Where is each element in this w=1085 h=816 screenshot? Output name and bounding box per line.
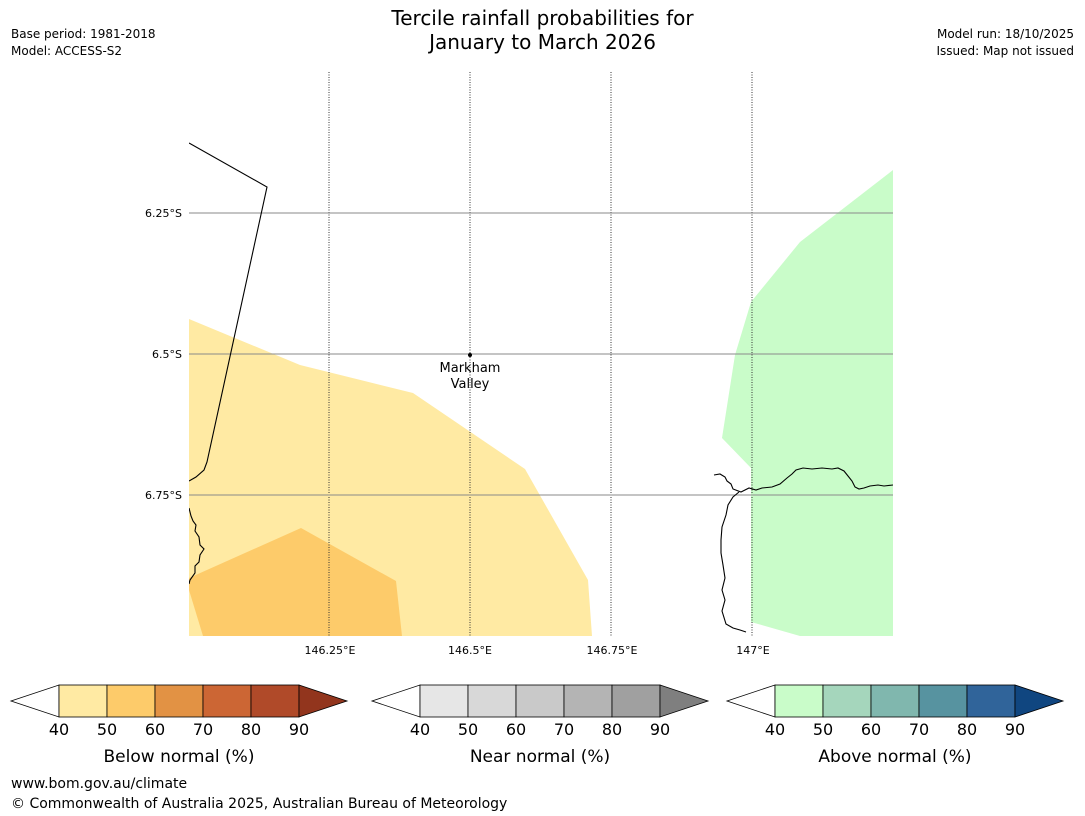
meridian-lines [328, 72, 753, 636]
coastline-south [720, 491, 747, 633]
issued-status: Issued: Map not issued [936, 44, 1074, 58]
footer: www.bom.gov.au/climate © Commonwealth of… [11, 774, 507, 814]
legend-below-swatch [202, 684, 252, 718]
legend-below-over-arrow [298, 684, 349, 718]
legend-near-tick: 70 [554, 720, 574, 739]
legend-above-tick: 80 [957, 720, 977, 739]
lat-label-6-5: 6.5°S [152, 348, 182, 361]
legend-near-swatch [467, 684, 517, 718]
legend-above-over-arrow [1014, 684, 1065, 718]
legend-near-tick: 90 [650, 720, 670, 739]
legend-above-tick: 50 [813, 720, 833, 739]
title-line-1: Tercile rainfall probabilities for [391, 6, 694, 30]
coastline-east [713, 467, 893, 493]
legend-near-title: Near normal (%) [470, 747, 610, 767]
legend-above-swatch [870, 684, 920, 718]
meta-right: Model run: 18/10/2025 Issued: Map not is… [936, 26, 1074, 60]
legend-near-swatch [611, 684, 661, 718]
legend-below-swatch [154, 684, 204, 718]
legend-below-under-arrow [9, 684, 60, 718]
legend-below-swatch [58, 684, 108, 718]
legend-near-swatch [515, 684, 565, 718]
legend-below-swatch [250, 684, 300, 718]
coastline-west [189, 507, 205, 585]
legend-above-swatch [822, 684, 872, 718]
legend-above-tick: 40 [765, 720, 785, 739]
lon-label-146-5: 146.5°E [448, 644, 492, 657]
legend-above-swatch [774, 684, 824, 718]
place-label-line-2: Valley [451, 377, 490, 392]
map-title: Tercile rainfall probabilities for Janua… [0, 6, 1085, 54]
map-area [189, 72, 893, 636]
footer-url[interactable]: www.bom.gov.au/climate [11, 776, 188, 792]
legend-below-tick: 80 [241, 720, 261, 739]
legend-near-tick: 60 [506, 720, 526, 739]
coastlines [189, 142, 893, 633]
title-line-2: January to March 2026 [429, 30, 656, 54]
lat-label-6-75: 6.75°S [145, 489, 182, 502]
legend-near-under-arrow [370, 684, 421, 718]
legend-below-tick: 40 [49, 720, 69, 739]
legend-near-over-arrow [659, 684, 710, 718]
legend-below-tick: 60 [145, 720, 165, 739]
legend-above-tick: 60 [861, 720, 881, 739]
lon-label-146-75: 146.75°E [587, 644, 638, 657]
legend-above-tick: 70 [909, 720, 929, 739]
meta-left: Base period: 1981-2018 Model: ACCESS-S2 [11, 26, 156, 60]
footer-copyright: © Commonwealth of Australia 2025, Austra… [11, 796, 508, 812]
legend-below-swatch [106, 684, 156, 718]
parallel-lines [189, 212, 893, 496]
legend-below-tick: 50 [97, 720, 117, 739]
legend-below-tick: 90 [289, 720, 309, 739]
below-normal-60-region [189, 528, 402, 636]
lon-label-146-25: 146.25°E [305, 644, 356, 657]
lat-label-6-25: 6.25°S [145, 207, 182, 220]
legend-near-swatch [563, 684, 613, 718]
legend-above-under-arrow [725, 684, 776, 718]
legend-above-tick: 90 [1005, 720, 1025, 739]
lon-label-147: 147°E [736, 644, 769, 657]
legend-above-normal: 40 50 60 70 80 90 Above normal (%) [725, 684, 1065, 767]
legend-near-tick: 50 [458, 720, 478, 739]
above-normal-50-region [722, 170, 893, 636]
legend-near-tick: 40 [410, 720, 430, 739]
place-label-line-1: Markham [440, 361, 501, 376]
legend-below-normal: 40 50 60 70 80 90 Below normal (%) [9, 684, 349, 767]
legend-above-title: Above normal (%) [818, 747, 971, 767]
legend-below-tick: 70 [193, 720, 213, 739]
model-name: Model: ACCESS-S2 [11, 44, 123, 58]
legend-near-tick: 80 [602, 720, 622, 739]
base-period: Base period: 1981-2018 [11, 27, 156, 41]
model-run: Model run: 18/10/2025 [936, 27, 1074, 41]
boundary-line [189, 142, 268, 482]
legend-below-title: Below normal (%) [104, 747, 255, 767]
legend-near-normal: 40 50 60 70 80 90 Near normal (%) [370, 684, 710, 767]
legend-near-swatch [419, 684, 469, 718]
markham-valley-marker [468, 353, 472, 357]
legend-above-swatch [918, 684, 968, 718]
legend-above-swatch [966, 684, 1016, 718]
